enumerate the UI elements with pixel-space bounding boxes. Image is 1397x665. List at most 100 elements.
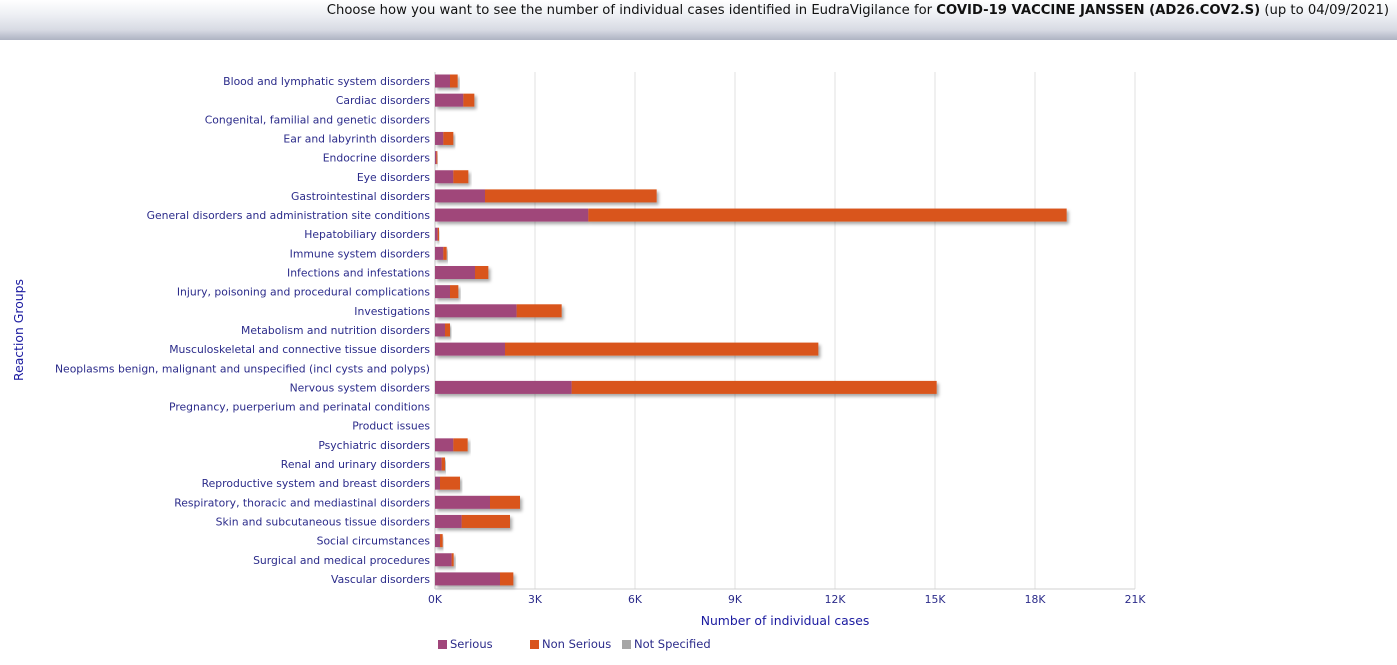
category-label: Renal and urinary disorders bbox=[281, 458, 431, 471]
bar-non-serious[interactable] bbox=[505, 342, 819, 356]
bar-serious[interactable] bbox=[435, 514, 462, 528]
legend-swatch bbox=[622, 640, 631, 649]
bar-non-serious[interactable] bbox=[441, 457, 445, 471]
bar-serious[interactable] bbox=[435, 457, 442, 471]
bars bbox=[435, 74, 1067, 586]
bar-non-serious[interactable] bbox=[450, 285, 459, 299]
bar-non-serious[interactable] bbox=[453, 438, 468, 452]
bar-non-serious[interactable] bbox=[440, 476, 460, 490]
bar-serious[interactable] bbox=[435, 74, 450, 88]
bar-serious[interactable] bbox=[435, 380, 572, 394]
category-label: Ear and labyrinth disorders bbox=[283, 132, 430, 145]
bar-serious[interactable] bbox=[435, 170, 454, 184]
legend-item[interactable]: Serious bbox=[438, 637, 493, 651]
bar-group bbox=[435, 246, 447, 260]
bar-group bbox=[435, 495, 520, 509]
bar-non-serious[interactable] bbox=[571, 380, 937, 394]
bar-group bbox=[435, 151, 438, 165]
category-label: Respiratory, thoracic and mediastinal di… bbox=[174, 496, 430, 509]
legend-swatch bbox=[530, 640, 539, 649]
bar-non-serious[interactable] bbox=[451, 553, 454, 567]
bar-group bbox=[435, 285, 459, 299]
bar-serious[interactable] bbox=[435, 227, 438, 241]
legend-item[interactable]: Not Specified bbox=[622, 637, 711, 651]
bar-non-serious[interactable] bbox=[516, 304, 562, 318]
bar-serious[interactable] bbox=[435, 131, 444, 145]
bar-group bbox=[435, 170, 469, 184]
x-tick-label: 3K bbox=[528, 593, 543, 606]
bar-serious[interactable] bbox=[435, 285, 450, 299]
bar-serious[interactable] bbox=[435, 553, 452, 567]
category-label: Hepatobiliary disorders bbox=[304, 228, 430, 241]
bar-non-serious[interactable] bbox=[443, 131, 454, 145]
bar-group bbox=[435, 534, 443, 548]
category-label: Cardiac disorders bbox=[336, 94, 431, 107]
bar-non-serious[interactable] bbox=[437, 227, 439, 241]
category-label: Gastrointestinal disorders bbox=[291, 190, 430, 203]
page-title: Choose how you want to see the number of… bbox=[327, 3, 1389, 18]
bar-group bbox=[435, 131, 454, 145]
legend: Serious Non Serious Not Specified bbox=[438, 637, 711, 651]
bar-serious[interactable] bbox=[435, 93, 464, 107]
x-tick-label: 15K bbox=[925, 593, 947, 606]
bar-group bbox=[435, 457, 445, 471]
bar-serious[interactable] bbox=[435, 246, 444, 260]
bar-non-serious[interactable] bbox=[450, 74, 458, 88]
legend-label: Serious bbox=[450, 637, 493, 651]
category-label: Psychiatric disorders bbox=[318, 439, 430, 452]
x-tick-label: 9K bbox=[728, 593, 743, 606]
x-axis-title: Number of individual cases bbox=[701, 613, 870, 628]
category-label: Immune system disorders bbox=[290, 247, 431, 260]
bar-serious[interactable] bbox=[435, 208, 589, 222]
x-tick-labels: 0K 3K 6K 9K 12K 15K 18K 21K bbox=[428, 593, 1146, 606]
legend-item[interactable]: Non Serious bbox=[530, 637, 611, 651]
bar-group bbox=[435, 208, 1067, 222]
bar-serious[interactable] bbox=[435, 189, 485, 203]
bar-non-serious[interactable] bbox=[436, 151, 438, 165]
bar-group bbox=[435, 323, 450, 337]
bar-serious[interactable] bbox=[435, 323, 445, 337]
bar-non-serious[interactable] bbox=[445, 323, 450, 337]
bar-serious[interactable] bbox=[435, 476, 440, 490]
x-tick-label: 18K bbox=[1025, 593, 1047, 606]
bar-non-serious[interactable] bbox=[443, 246, 447, 260]
bar-serious[interactable] bbox=[435, 495, 490, 509]
header-banner: Choose how you want to see the number of… bbox=[0, 0, 1397, 40]
bar-serious[interactable] bbox=[435, 304, 517, 318]
legend-swatch bbox=[438, 640, 447, 649]
bar-serious[interactable] bbox=[435, 534, 440, 548]
x-tick-label: 0K bbox=[428, 593, 443, 606]
grid-lines bbox=[434, 72, 1136, 590]
category-label: Congenital, familial and genetic disorde… bbox=[205, 113, 431, 126]
category-label: Musculoskeletal and connective tissue di… bbox=[169, 343, 430, 356]
category-label: Neoplasms benign, malignant and unspecif… bbox=[55, 362, 430, 375]
category-labels: Blood and lymphatic system disorders Card… bbox=[55, 75, 430, 586]
bar-serious[interactable] bbox=[435, 342, 505, 356]
bar-group bbox=[435, 438, 468, 452]
bar-non-serious[interactable] bbox=[500, 572, 514, 586]
bar-group bbox=[435, 266, 489, 279]
category-label: Social circumstances bbox=[317, 535, 431, 548]
category-label: Injury, poisoning and procedural complic… bbox=[177, 286, 431, 299]
bar-non-serious[interactable] bbox=[453, 170, 469, 184]
bar-group bbox=[435, 304, 562, 318]
legend-label: Non Serious bbox=[542, 637, 611, 651]
title-prefix: Choose how you want to see the number of… bbox=[326, 3, 937, 18]
bar-group bbox=[435, 514, 510, 528]
bar-non-serious[interactable] bbox=[490, 495, 520, 509]
bar-serious[interactable] bbox=[435, 572, 500, 586]
bar-group bbox=[435, 74, 458, 88]
bar-non-serious[interactable] bbox=[485, 189, 657, 203]
bar-non-serious[interactable] bbox=[461, 514, 510, 528]
bar-non-serious[interactable] bbox=[440, 534, 443, 548]
bar-serious[interactable] bbox=[435, 438, 454, 452]
bar-serious[interactable] bbox=[435, 151, 437, 165]
category-label: Blood and lymphatic system disorders bbox=[223, 75, 430, 88]
bar-group bbox=[435, 227, 439, 241]
bar-serious[interactable] bbox=[435, 266, 475, 279]
bar-non-serious[interactable] bbox=[475, 266, 489, 279]
category-label: Reproductive system and breast disorders bbox=[202, 477, 431, 490]
bar-non-serious[interactable] bbox=[463, 93, 475, 107]
bar-non-serious[interactable] bbox=[588, 208, 1067, 222]
category-label: Product issues bbox=[352, 420, 430, 433]
